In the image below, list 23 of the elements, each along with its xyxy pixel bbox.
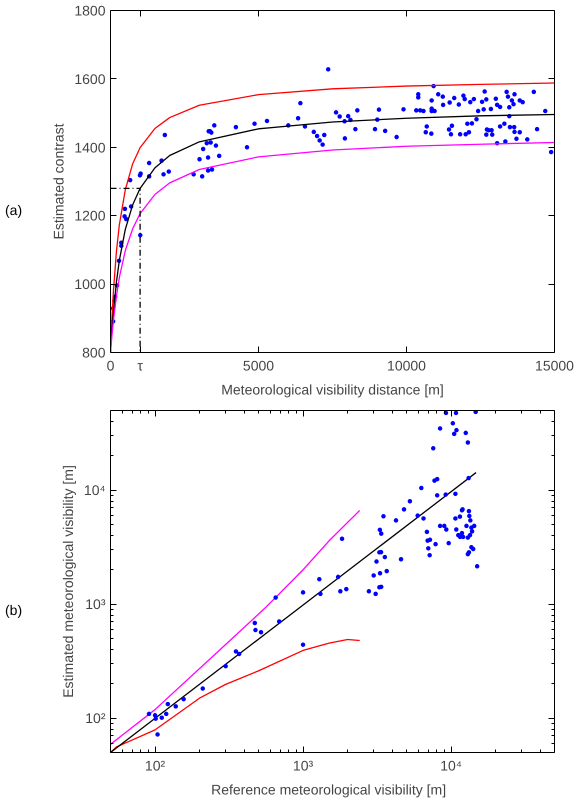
y-tick-label: 10² [85,710,106,726]
y-tick-label: 10³ [85,596,106,612]
x-axis-title: Meteorological visibility distance [m] [221,382,444,398]
text: (a) [5,201,22,220]
x-tick-label: 10000 [387,358,426,374]
y-tick-label: 800 [82,344,106,360]
x-tick-label: 15000 [535,358,574,374]
text: (b) [5,601,22,620]
y-tick-label: 1200 [74,208,106,224]
x-tick-label: 0 [106,358,115,374]
x-tick-label: 5000 [242,358,274,374]
x-tick-label: 10⁴ [440,758,462,774]
y-tick-label: 10⁴ [84,482,106,498]
x-tick-label: 10³ [292,758,314,774]
y-axis-title: Estimated meteorological visibility [m] [60,465,76,698]
y-tick-label: 1800 [74,2,106,18]
y-tick-label: 1600 [74,70,106,87]
y-tick-label: 1400 [74,139,106,156]
x-tick-label: τ [137,358,144,374]
x-tick-label: 10² [144,758,166,774]
x-axis-title: Reference meteorological visibility [m] [211,782,446,798]
y-axis-title: Estimated contrast [50,123,66,240]
y-tick-label: 1000 [74,276,106,292]
